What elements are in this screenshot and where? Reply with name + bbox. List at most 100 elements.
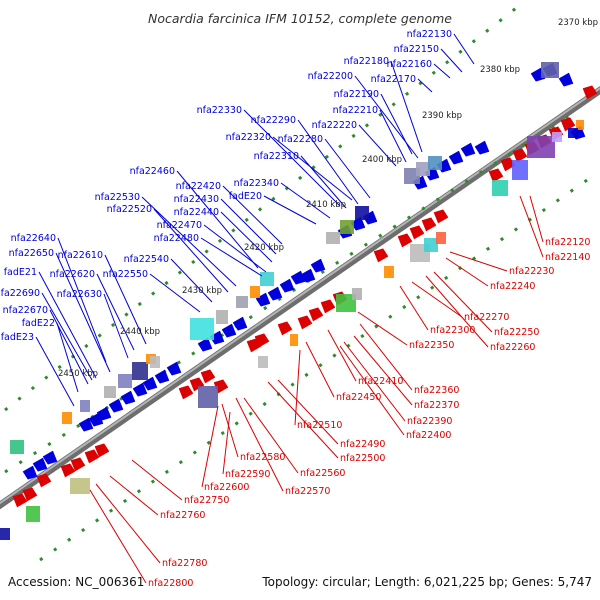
forward-gene-arrow [279, 278, 295, 293]
tick-track-innermost [39, 176, 591, 562]
reverse-gene-label: nfa22120 [545, 237, 590, 248]
gene-feature-box [416, 162, 430, 176]
reverse-gene-leader [131, 459, 183, 501]
forward-gene-label: nfa22430 [174, 194, 219, 205]
gene-feature-box [0, 528, 10, 540]
gene-feature-box [70, 478, 90, 494]
forward-gene-leader [55, 252, 111, 373]
backbone-highlight [0, 87, 600, 505]
forward-gene-leader [453, 33, 475, 65]
forward-gene-label: fadE21 [4, 267, 37, 278]
gene-feature-box [326, 232, 340, 244]
gene-feature-box [355, 206, 369, 220]
gene-feature-box [436, 232, 446, 244]
forward-gene-label: nfa22640 [11, 233, 56, 244]
forward-gene-arrow [132, 382, 148, 397]
reverse-gene-arrow [500, 157, 516, 172]
forward-gene-arrow [558, 72, 574, 87]
reverse-gene-arrow [582, 85, 598, 100]
reverse-gene-label: nfa22560 [300, 468, 345, 479]
forward-gene-leader [153, 208, 229, 293]
forward-gene-arrow [78, 417, 94, 432]
forward-gene-label: nfa22130 [407, 29, 452, 40]
forward-gene-label: nfa22150 [394, 44, 439, 55]
forward-gene-leader [141, 196, 237, 287]
reverse-gene-arrow [277, 321, 293, 336]
reverse-gene-leader [201, 405, 219, 488]
forward-gene-label: nfa22220 [312, 120, 357, 131]
forward-gene-arrow [209, 330, 225, 345]
gene-feature-box [290, 334, 298, 346]
kbp-scale-label: 2420 kbp [244, 243, 284, 253]
reverse-gene-label: nfa22780 [162, 558, 207, 569]
forward-gene-label: nfa22170 [371, 74, 416, 85]
gene-feature-box [527, 136, 555, 158]
forward-gene-label: nfa22210 [333, 105, 378, 116]
reverse-gene-label: nfa22250 [494, 327, 539, 338]
forward-gene-leader [358, 124, 397, 167]
forward-gene-label: nfa22670 [3, 305, 48, 316]
forward-gene-label: nfa22310 [254, 151, 299, 162]
forward-gene-leader [300, 155, 347, 209]
tick-layer [4, 3, 591, 562]
reverse-gene-leader [357, 311, 408, 346]
forward-gene-leader [103, 293, 129, 359]
forward-gene-arrow [362, 210, 378, 225]
reverse-gene-label: nfa22600 [204, 482, 249, 493]
forward-gene-label: nfa22180 [344, 56, 389, 67]
forward-gene-leader [280, 182, 331, 219]
gene-feature-box [26, 506, 40, 522]
reverse-gene-leader [359, 323, 413, 391]
gene-feature-box [352, 288, 362, 300]
forward-gene-label: nfa22340 [234, 178, 279, 189]
reverse-gene-arrow [200, 369, 216, 384]
gene-feature-box [340, 220, 354, 234]
map-title: Nocardia farcinica IFM 10152, complete g… [148, 11, 452, 26]
forward-gene-label: nfa22610 [58, 250, 103, 261]
kbp-scale-label: 2430 kbp [182, 286, 222, 296]
gene-feature-box [258, 356, 268, 368]
gene-feature-box [62, 412, 72, 424]
leader-layer [35, 33, 544, 584]
reverse-gene-label: nfa22350 [409, 340, 454, 351]
forward-gene-label: nfa22420 [176, 181, 221, 192]
forward-gene-label: nfa22480 [154, 233, 199, 244]
reverse-gene-label: nfa22500 [340, 453, 385, 464]
forward-gene-arrow [448, 150, 464, 165]
forward-gene-label: fadE23 [1, 332, 34, 343]
forward-gene-leader [49, 309, 89, 385]
gene-feature-box [424, 238, 438, 252]
reverse-gene-leader [109, 475, 159, 516]
forward-gene-leader [104, 254, 147, 345]
reverse-gene-leader [294, 349, 301, 426]
reverse-gene-label: nfa22800 [148, 578, 193, 589]
reverse-gene-leader [399, 285, 429, 331]
forward-gene-leader [96, 273, 135, 351]
forward-gene-label: fadE20 [229, 191, 262, 202]
reverse-gene-arrow [308, 307, 324, 322]
forward-gene-leader [390, 60, 423, 153]
forward-gene-arrow [460, 142, 476, 157]
reverse-gene-arrow [297, 315, 313, 330]
forward-gene-leader [176, 170, 259, 269]
gene-feature-box [250, 286, 260, 298]
forward-gene-leader [440, 48, 463, 73]
kbp-scale-label: 2440 kbp [120, 327, 160, 337]
reverse-gene-leader [222, 411, 231, 475]
forward-gene-label: nfa22190 [334, 89, 379, 100]
reverse-gene-label: nfa22570 [285, 486, 330, 497]
forward-gene-arrow [267, 286, 283, 301]
forward-gene-label: nfa22330 [197, 105, 242, 116]
reverse-gene-leader [343, 341, 406, 422]
reverse-gene-label: nfa22370 [414, 400, 459, 411]
forward-gene-leader [324, 138, 371, 199]
gene-feature-box [236, 296, 248, 308]
reverse-gene-label: nfa22140 [545, 252, 590, 263]
forward-gene-arrow [88, 412, 104, 427]
reverse-gene-leader [445, 257, 489, 287]
forward-gene-leader [417, 78, 433, 93]
forward-gene-leader [35, 336, 75, 407]
reverse-gene-label: nfa22270 [464, 312, 509, 323]
reverse-gene-label: nfa22490 [340, 439, 385, 450]
reverse-gene-arrow [373, 248, 389, 263]
